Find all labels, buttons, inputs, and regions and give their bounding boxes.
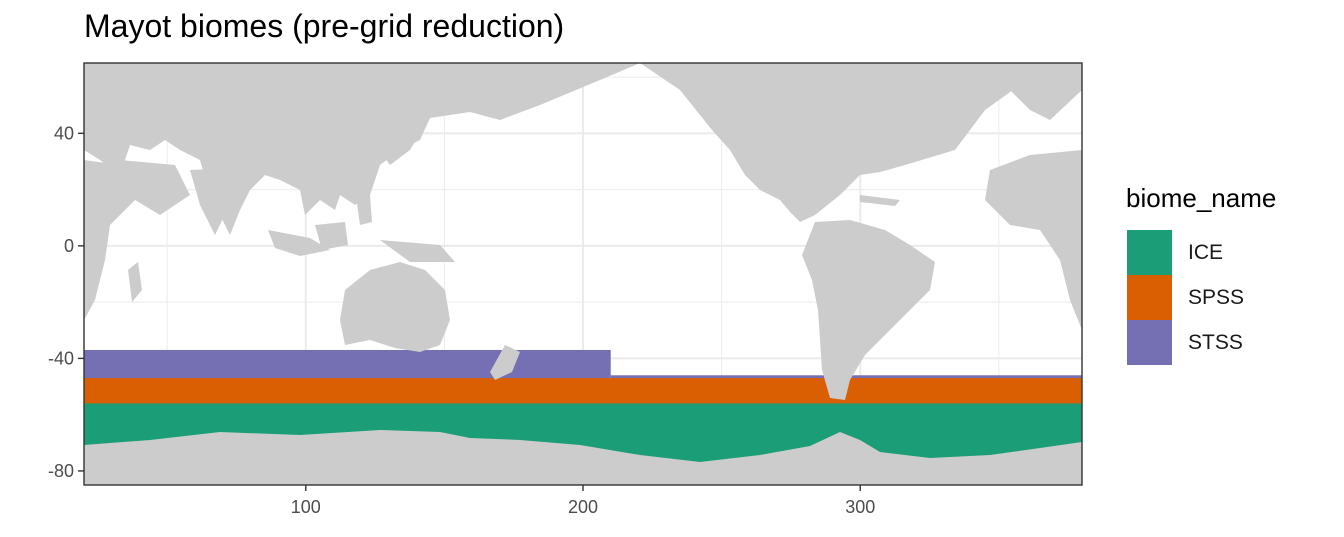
legend-label-spss: SPSS xyxy=(1188,286,1245,309)
land-caribbean xyxy=(860,195,900,206)
legend: biome_name ICE SPSS STSS xyxy=(1126,183,1326,365)
land-north-america xyxy=(640,63,1040,222)
biome-band-stss xyxy=(84,349,611,381)
x-tick-label: 300 xyxy=(845,497,875,517)
legend-swatch-stss xyxy=(1127,320,1172,365)
land-japan xyxy=(385,118,425,165)
land-africa-west xyxy=(985,150,1082,330)
land-layer xyxy=(84,63,1082,485)
x-axis: 100 200 300 xyxy=(291,485,875,517)
land-africa xyxy=(84,160,135,320)
x-tick-label: 100 xyxy=(291,497,321,517)
land-philippines xyxy=(355,190,372,225)
land-south-america xyxy=(802,220,935,400)
land-antarctica xyxy=(84,430,1082,485)
land-australia xyxy=(340,262,450,352)
legend-label-ice: ICE xyxy=(1188,241,1224,264)
land-madagascar xyxy=(128,262,142,302)
land-india xyxy=(190,168,235,235)
legend-swatch-ice xyxy=(1127,230,1172,275)
land-new-guinea xyxy=(380,240,455,262)
y-axis: 40 0 -40 -80 xyxy=(48,123,84,481)
y-tick-label: 0 xyxy=(64,236,74,256)
x-tick-label: 200 xyxy=(568,497,598,517)
map-title: Mayot biomes (pre-grid reduction) xyxy=(84,8,565,44)
land-borneo xyxy=(315,222,348,250)
y-tick-label: 40 xyxy=(54,123,74,143)
y-tick-label: -80 xyxy=(48,461,74,481)
legend-item-ice: ICE xyxy=(1126,230,1326,275)
land-indonesia xyxy=(268,230,330,256)
y-tick-label: -40 xyxy=(48,348,74,368)
legend-swatch-spss xyxy=(1127,275,1172,320)
land-arabia xyxy=(120,160,190,215)
land-new-zealand xyxy=(490,345,520,380)
legend-title: biome_name xyxy=(1126,183,1277,213)
legend-label-stss: STSS xyxy=(1188,331,1243,354)
legend-item-stss: STSS xyxy=(1126,320,1326,365)
legend-item-spss: SPSS xyxy=(1126,275,1326,320)
land-greenland xyxy=(1000,63,1082,120)
